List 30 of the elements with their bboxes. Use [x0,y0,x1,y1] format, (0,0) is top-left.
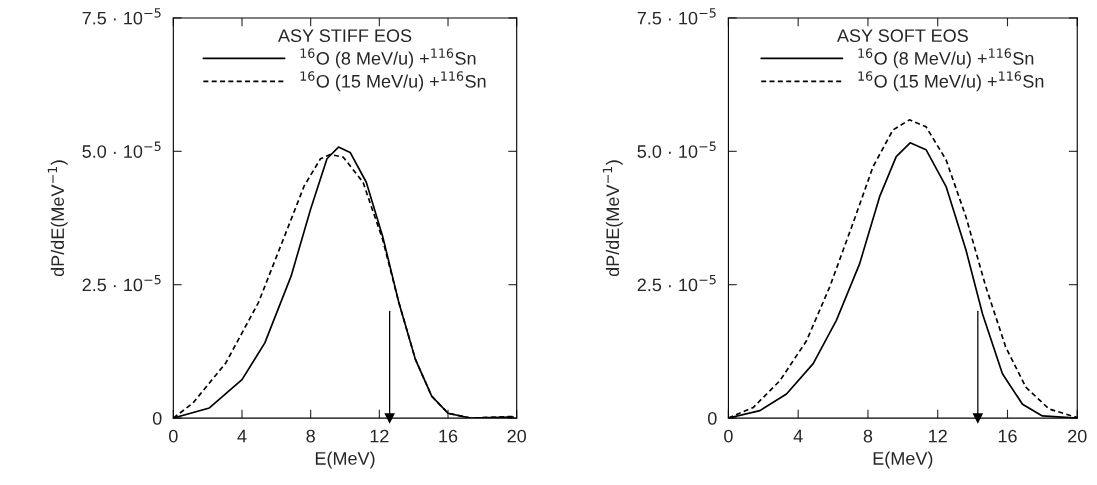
x-tick-label: 4 [237,429,247,443]
x-tick-label: 8 [863,429,873,443]
legend-label: $^{16}$O (8 MeV/u) +$^{116}$Sn [300,48,476,69]
x-tick-label: 16 [998,429,1017,443]
x-tick-label: 4 [793,429,803,443]
y-tick-label: 5.0 · 10$^{−5}$ [637,141,716,158]
x-tick-label: 20 [507,429,527,443]
legend-label: $^{16}$O (15 MeV/u) +$^{116}$Sn [858,71,1044,92]
x-tick-label: 0 [169,429,178,443]
x-axis-title: E(MeV) [315,451,375,469]
legend-title: ASY SOFT EOS [836,29,968,43]
legend-label: $^{16}$O (15 MeV/u) +$^{116}$Sn [300,71,486,92]
x-tick-label: 20 [1068,429,1087,443]
y-tick-label: 7.5 · 10$^{−5}$ [82,8,161,25]
y-tick-label: 5.0 · 10$^{−5}$ [82,141,161,158]
y-tick-label: 0 [707,412,717,425]
x-axis-title: E(MeV) [873,451,933,469]
y-tick-label: 2.5 · 10$^{−5}$ [82,274,161,292]
x-tick-label: 8 [306,429,315,443]
y-tick-label: 2.5 · 10$^{−5}$ [637,274,716,292]
y-axis-title: dP/dE(MeV$^{−1}$) [47,160,68,277]
y-tick-label: 0 [152,412,162,425]
x-tick-label: 16 [439,429,458,443]
y-tick-label: 7.5 · 10$^{−5}$ [637,8,716,25]
x-tick-label: 12 [929,429,947,443]
x-tick-label: 0 [724,429,733,443]
x-tick-label: 12 [370,429,389,443]
legend-label: $^{16}$O (8 MeV/u) +$^{116}$Sn [858,48,1034,69]
legend-title: ASY STIFF EOS [277,29,412,43]
y-axis-title: dP/dE(MeV$^{−1}$) [602,160,623,277]
